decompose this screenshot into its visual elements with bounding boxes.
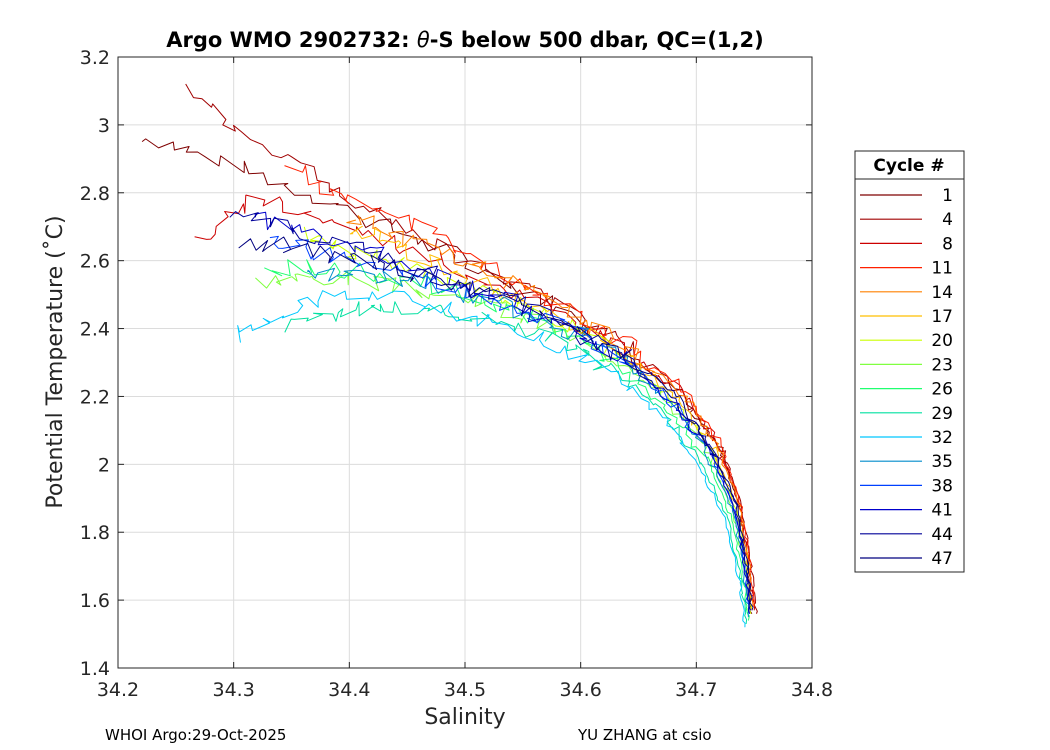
y-tick-label: 3 <box>98 115 110 137</box>
legend-label: 11 <box>931 259 953 279</box>
series-line-47 <box>238 236 754 611</box>
legend-label: 4 <box>942 210 953 230</box>
legend-title: Cycle # <box>873 156 944 176</box>
footer-right: YU ZHANG at csio <box>577 726 712 744</box>
legend-label: 35 <box>931 452 953 472</box>
series-line-44 <box>229 211 752 611</box>
legend-label: 44 <box>931 525 953 545</box>
y-tick-labels: 1.4 1.6 1.8 2 2.2 2.4 2.6 2.8 3 3.2 <box>80 47 110 680</box>
y-tick-label: 3.2 <box>80 47 110 69</box>
y-tick-label: 1.8 <box>80 522 110 544</box>
y-tick-label: 2.4 <box>80 319 110 341</box>
legend-label: 41 <box>931 501 953 521</box>
legend-label: 14 <box>931 283 953 303</box>
series-line-26 <box>264 259 750 621</box>
series-line-17 <box>349 225 753 611</box>
y-tick-label: 1.4 <box>80 658 110 680</box>
y-tick-label: 2.2 <box>80 386 110 408</box>
ticks <box>117 56 813 669</box>
y-tick-label: 1.6 <box>80 590 110 612</box>
legend-label: 17 <box>931 307 953 327</box>
legend-box <box>854 150 965 573</box>
x-tick-label: 34.7 <box>675 679 717 701</box>
chart-title: Argo WMO 2902732: θ-S below 500 dbar, QC… <box>166 28 763 52</box>
series-line-32 <box>237 290 746 628</box>
legend-label: 38 <box>931 476 953 496</box>
x-tick-label: 34.4 <box>328 679 370 701</box>
series-line-23 <box>255 271 751 614</box>
legend-label: 32 <box>931 428 953 448</box>
series-line-11 <box>284 165 755 607</box>
y-tick-label: 2.8 <box>80 183 110 205</box>
y-axis-label: Potential Temperature (˚C) <box>43 215 68 508</box>
x-tick-label: 34.8 <box>791 679 833 701</box>
series-line-41 <box>254 211 751 614</box>
x-tick-label: 34.3 <box>213 679 255 701</box>
legend-label: 29 <box>931 404 953 424</box>
legend-label: 1 <box>942 186 953 206</box>
series-line-29 <box>284 301 748 624</box>
footer-left: WHOI Argo:29-Oct-2025 <box>105 726 286 744</box>
legend-label: 20 <box>931 331 953 351</box>
y-tick-label: 2.6 <box>80 251 110 273</box>
x-tick-labels: 34.2 34.3 34.4 34.5 34.6 34.7 34.8 <box>97 679 833 701</box>
x-axis-label: Salinity <box>424 705 505 730</box>
y-tick-label: 2 <box>98 454 110 476</box>
x-tick-label: 34.2 <box>97 679 139 701</box>
legend-label: 47 <box>931 549 953 569</box>
x-tick-label: 34.5 <box>444 679 486 701</box>
series-line-14 <box>346 215 754 607</box>
legend-label: 26 <box>931 380 953 400</box>
legend-label: 8 <box>942 234 953 254</box>
legend-label: 23 <box>931 355 953 375</box>
x-tick-label: 34.6 <box>560 679 602 701</box>
data-lines <box>141 83 758 628</box>
